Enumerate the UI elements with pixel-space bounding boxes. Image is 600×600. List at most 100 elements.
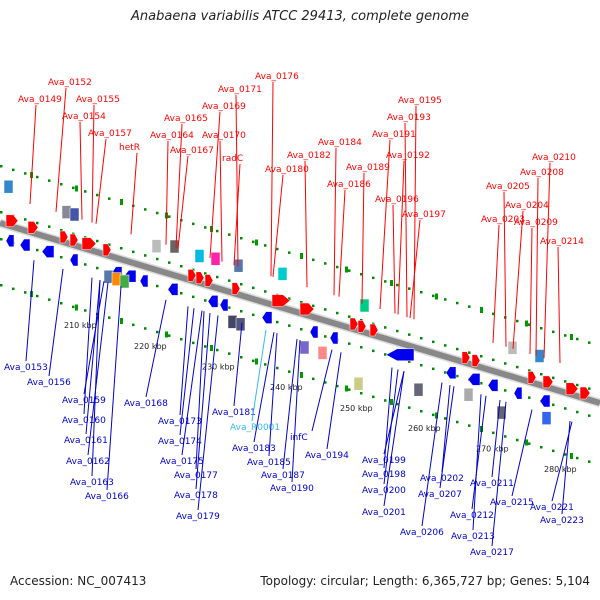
bottom-gene-label: Ava_0215: [490, 498, 534, 508]
track-tick: [525, 439, 528, 446]
feature-box: [61, 205, 72, 219]
track-dot: [108, 243, 111, 246]
top-gene-label: Ava_0210: [532, 153, 576, 163]
top-label-leader: [219, 140, 223, 262]
track-tick: [75, 185, 78, 192]
bottom-gene-label: Ava_0202: [420, 474, 464, 484]
bottom-gene-label: Ava_0213: [451, 532, 495, 542]
track-dot: [60, 302, 63, 305]
top-gene-label: Ava_0197: [402, 210, 446, 220]
track-dot: [276, 247, 279, 251]
track-dot: [60, 183, 63, 186]
track-dot: [264, 363, 267, 366]
top-label-leader: [272, 174, 284, 277]
bottom-label-leader: [195, 312, 211, 490]
bottom-gene-label: Ava_0221: [530, 503, 574, 513]
feature-box: [169, 239, 180, 254]
bottom-gene-label: Ava_0175: [160, 457, 204, 467]
feature-box: [119, 274, 130, 289]
track-dot: [228, 352, 231, 355]
track-dot: [36, 175, 39, 179]
track-dot: [204, 272, 207, 275]
minus-strand-gene: [445, 366, 457, 380]
track-dot: [396, 329, 399, 333]
track-dot: [468, 424, 471, 427]
minus-strand-gene: [207, 295, 219, 308]
track-dot: [540, 446, 543, 449]
bottom-label-leader: [83, 277, 93, 415]
bottom-gene-label: Ava_0183: [232, 444, 276, 454]
bottom-gene-label: Ava_0166: [85, 492, 129, 502]
plus-strand-gene: [69, 233, 79, 247]
track-dot: [372, 395, 375, 399]
track-dot: [12, 287, 15, 291]
track-dot: [384, 326, 387, 329]
track-dot: [576, 337, 579, 341]
track-dot: [480, 355, 483, 358]
bottom-label-leader: [383, 369, 399, 485]
bottom-label-leader: [145, 299, 167, 398]
bottom-gene-label: Ava_0159: [62, 396, 106, 406]
plus-strand-gene: [565, 382, 579, 396]
track-dot: [144, 327, 147, 330]
track-dot: [588, 414, 591, 417]
track-dot: [540, 327, 543, 330]
minus-strand-gene: [219, 298, 229, 312]
track-dot: [72, 186, 75, 190]
top-gene-label: Ava_0189: [346, 163, 390, 173]
track-dot: [288, 251, 291, 254]
feature-box: [194, 249, 205, 263]
track-dot: [420, 337, 423, 340]
track-dot: [348, 342, 351, 345]
bottom-label-leader: [491, 399, 501, 478]
bottom-label-leader: [181, 310, 203, 456]
track-dot: [408, 287, 411, 290]
bottom-gene-label: Ava_0163: [70, 478, 114, 488]
plus-strand-gene: [102, 243, 112, 257]
track-dot: [240, 283, 243, 286]
top-label-leader: [29, 104, 37, 205]
plus-strand-gene: [5, 214, 19, 228]
track-dot: [456, 347, 459, 351]
top-label-leader: [503, 191, 507, 347]
top-gene-label: Ava_0193: [387, 113, 431, 123]
minus-strand-gene: [539, 394, 551, 408]
track-dot: [336, 384, 339, 388]
bottom-gene-label: Ava_0217: [470, 548, 514, 558]
track-dot: [516, 438, 519, 442]
bottom-gene-label: Ava_0173: [158, 417, 202, 427]
bottom-label-leader: [83, 281, 105, 395]
map-title: Anabaena variabilis ATCC 29413, complete…: [131, 9, 469, 24]
track-dot: [24, 291, 27, 294]
track-dot: [588, 341, 591, 344]
track-tick: [435, 412, 438, 419]
top-gene-label: Ava_0155: [76, 95, 120, 105]
bottom-label-leader: [439, 386, 455, 489]
track-dot: [588, 460, 591, 463]
track-dot: [0, 165, 3, 168]
track-dot: [264, 290, 267, 293]
top-label-leader: [361, 172, 365, 304]
minus-strand-gene: [487, 379, 499, 392]
bottom-label-leader: [511, 409, 533, 497]
top-gene-label: Ava_0149: [18, 95, 62, 105]
track-dot: [24, 172, 27, 175]
track-dot: [0, 284, 3, 287]
track-dot: [444, 344, 447, 347]
scale-tick-label: 230 kbp: [202, 362, 235, 371]
minus-strand-gene: [309, 325, 319, 339]
track-dot: [360, 273, 363, 276]
top-label-leader: [409, 219, 421, 319]
top-gene-label: Ava_0203: [481, 215, 525, 225]
top-gene-label: Ava_0196: [375, 195, 419, 205]
track-dot: [444, 417, 447, 420]
minus-strand-gene: [167, 283, 179, 296]
track-dot: [444, 298, 447, 301]
track-dot: [468, 351, 471, 354]
feature-box: [3, 179, 14, 194]
top-label-leader: [492, 224, 500, 343]
track-dot: [156, 211, 159, 215]
top-gene-label: Ava_0170: [202, 131, 246, 141]
track-dot: [228, 279, 231, 282]
track-dot: [420, 410, 423, 413]
